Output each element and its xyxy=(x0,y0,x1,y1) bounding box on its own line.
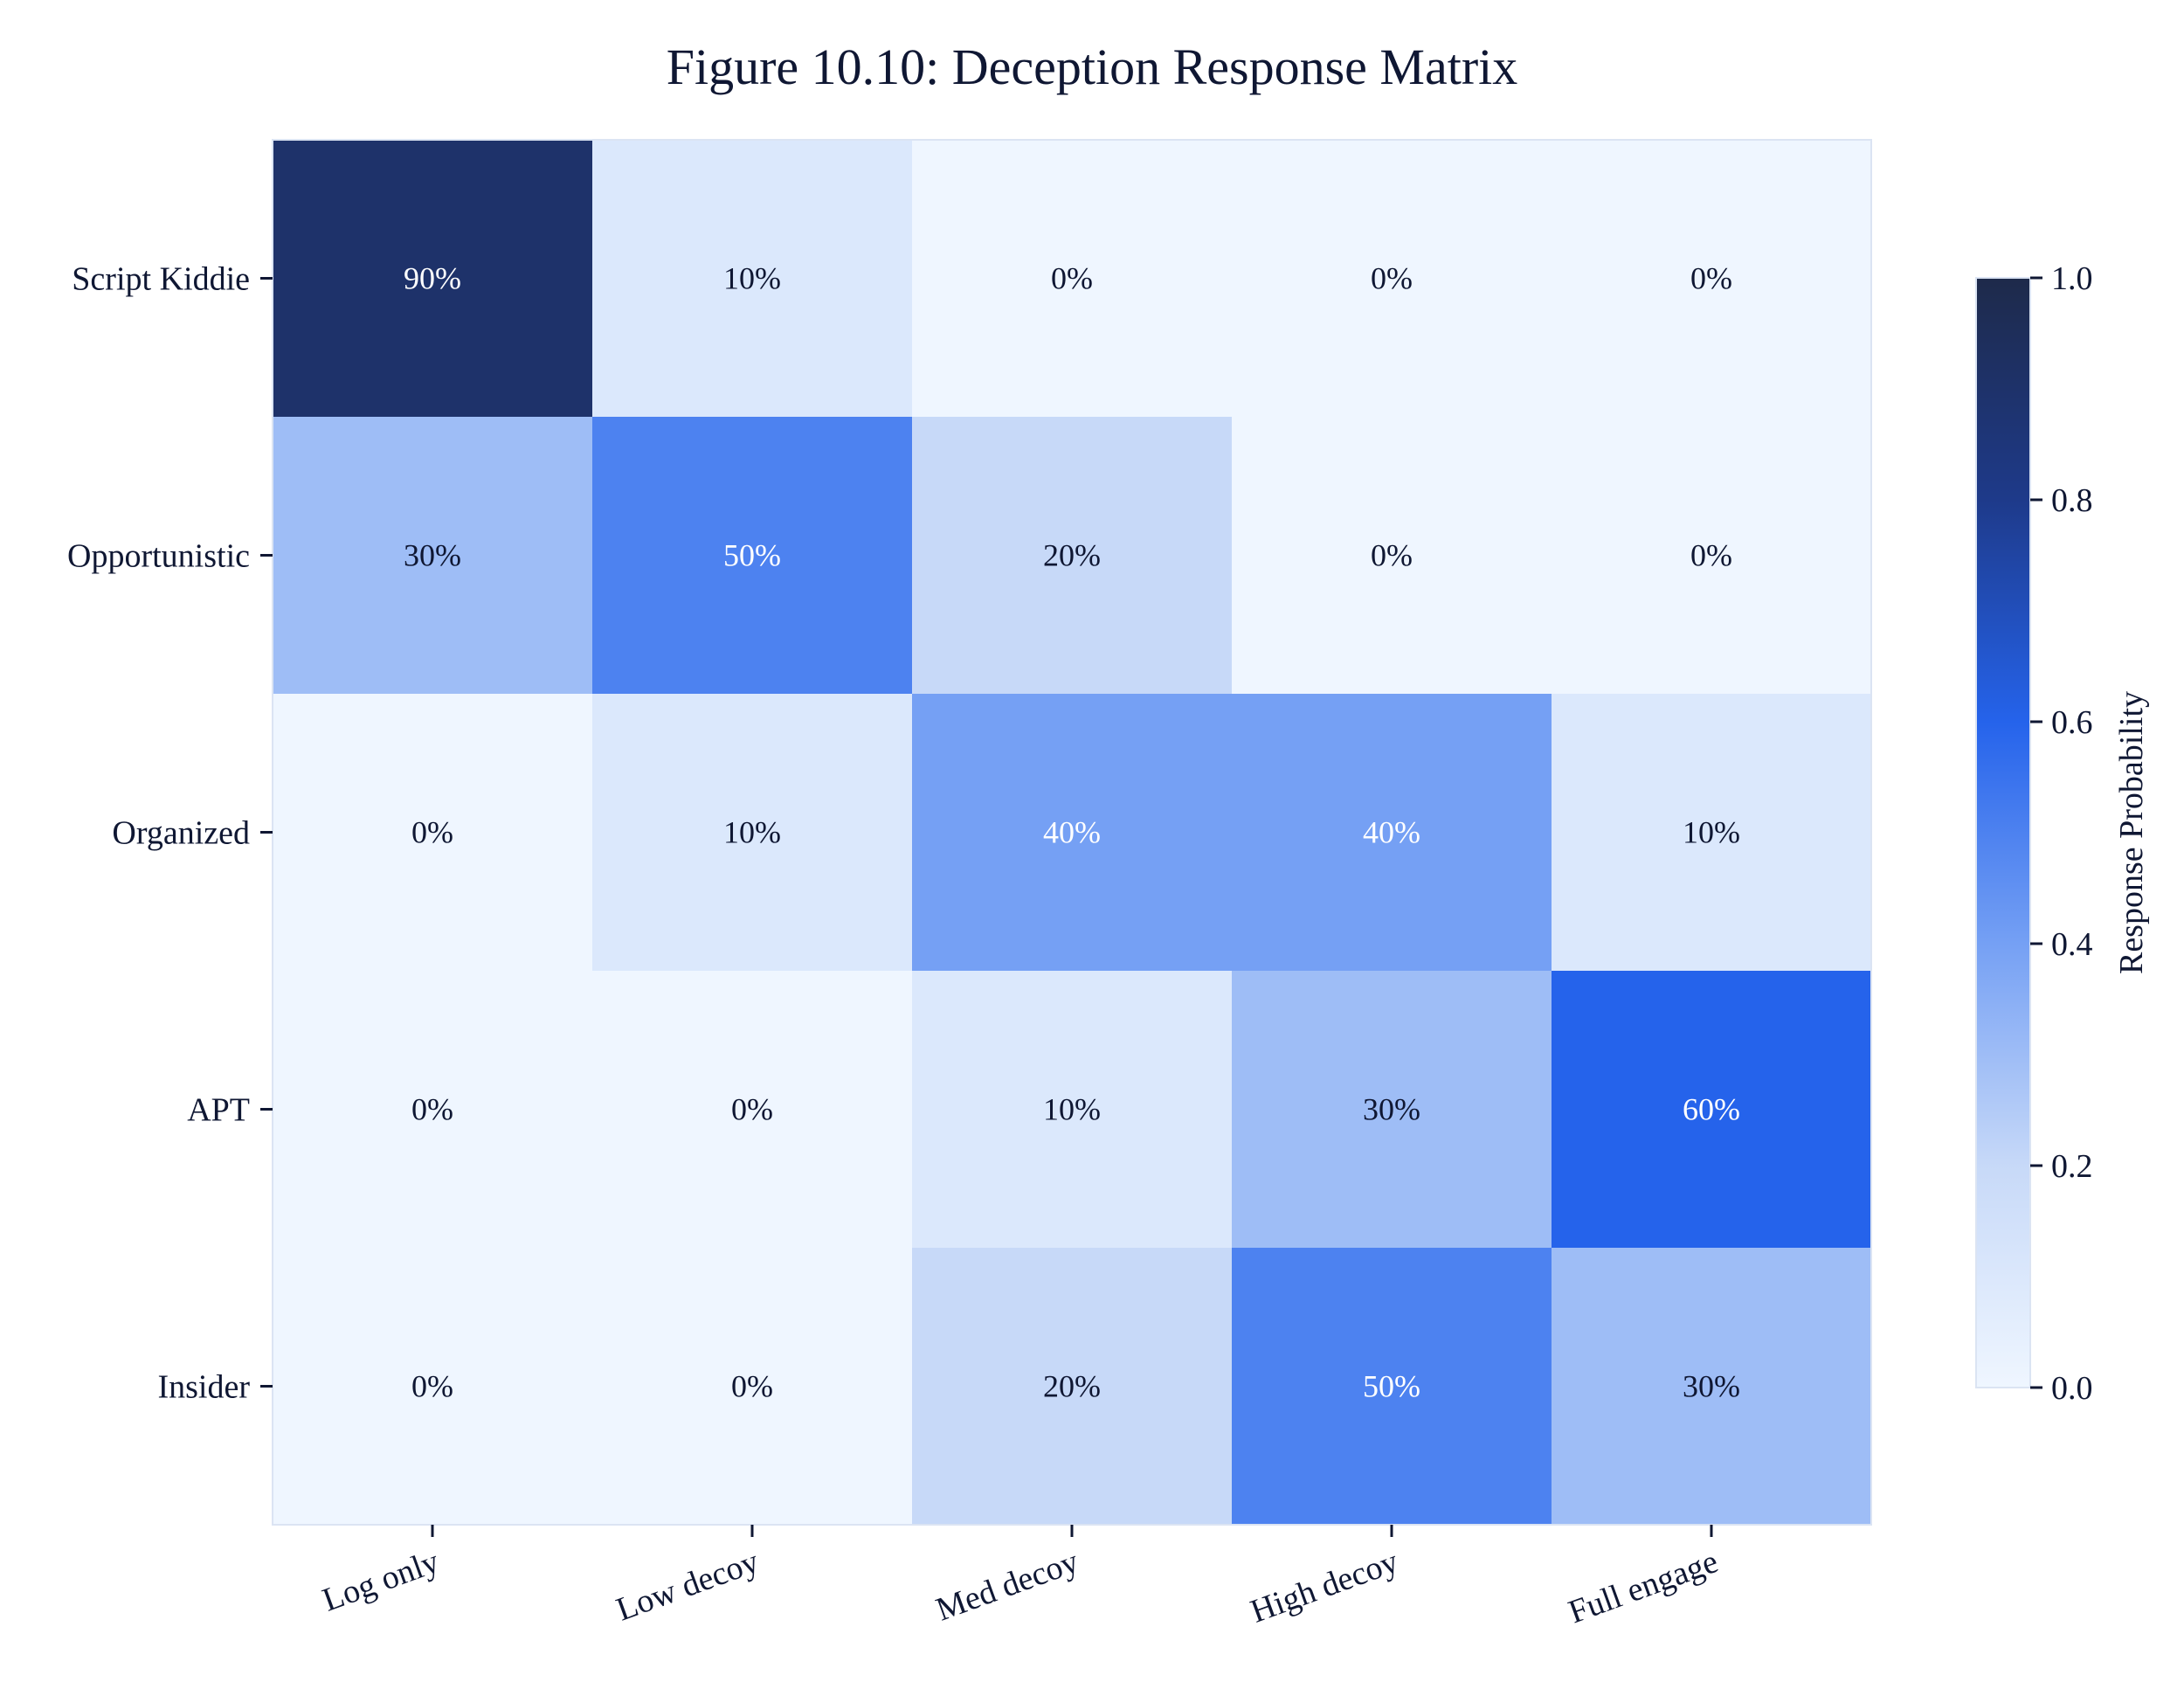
heatmap-cell xyxy=(912,417,1233,695)
heatmap-cell xyxy=(1232,417,1552,695)
heatmap-cell xyxy=(1232,971,1552,1249)
y-tick-label: Opportunistic xyxy=(67,538,250,575)
heatmap-cell xyxy=(592,140,913,418)
cell-value-label: 40% xyxy=(1363,815,1420,850)
heatmap-cell xyxy=(1552,971,1872,1249)
heatmap-cell-labels: 90% 10% 0% 0% 0% 30% 50% 20% 0% 0% 0% 10% 40% 40% 10% 0… xyxy=(404,261,1740,1404)
y-axis: Script Kiddie Opportunistic Organized APT In… xyxy=(67,261,273,1406)
y-tick-label: Organized xyxy=(112,815,250,852)
colorbar-tick-label: 1.0 xyxy=(2051,260,2093,297)
colorbar-tick-label: 0.6 xyxy=(2051,704,2093,741)
colorbar-tick-label: 0.0 xyxy=(2051,1370,2093,1407)
cell-value-label: 50% xyxy=(1363,1369,1420,1404)
heatmap-cell xyxy=(1552,140,1872,418)
colorbar-tick-label: 0.8 xyxy=(2051,482,2093,519)
cell-value-label: 0% xyxy=(731,1092,773,1127)
heatmap-cell xyxy=(912,694,1233,972)
heatmap-cell xyxy=(592,1248,913,1526)
heatmap-cell xyxy=(912,1248,1233,1526)
cell-value-label: 20% xyxy=(1043,538,1101,573)
cell-value-label: 0% xyxy=(1690,538,1732,573)
heatmap-cell xyxy=(912,140,1233,418)
cell-value-label: 20% xyxy=(1043,1369,1101,1404)
cell-value-label: 60% xyxy=(1683,1092,1740,1127)
cell-value-label: 0% xyxy=(1371,538,1413,573)
cell-value-label: 0% xyxy=(411,815,453,850)
x-tick-label: High decoy xyxy=(1246,1543,1403,1630)
heatmap-cell xyxy=(592,417,913,695)
heatmap-cell xyxy=(1232,1248,1552,1526)
x-tick-label: Low decoy xyxy=(612,1543,764,1629)
heatmap-cell xyxy=(273,417,593,695)
heatmap-cell xyxy=(1552,417,1872,695)
cell-value-label: 0% xyxy=(1371,261,1413,296)
cell-value-label: 40% xyxy=(1043,815,1101,850)
cell-value-label: 10% xyxy=(723,261,781,296)
heatmap-cell xyxy=(273,971,593,1249)
heatmap-cell xyxy=(1552,1248,1872,1526)
cell-value-label: 50% xyxy=(723,538,781,573)
cell-value-label: 0% xyxy=(1051,261,1093,296)
heatmap-cell xyxy=(273,1248,593,1526)
x-tick-label: Log only xyxy=(318,1543,444,1619)
cell-value-label: 30% xyxy=(1683,1369,1740,1404)
colorbar: 0.0 0.2 0.4 0.6 0.8 1.0 Response Probability xyxy=(1975,260,2150,1407)
colorbar-tick-label: 0.2 xyxy=(2051,1148,2093,1185)
y-tick-label: Insider xyxy=(157,1369,250,1406)
colorbar-tick-label: 0.4 xyxy=(2051,926,2093,963)
colorbar-label: Response Probability xyxy=(2113,691,2150,974)
x-tick-label: Full engage xyxy=(1564,1543,1723,1630)
cell-value-label: 30% xyxy=(404,538,461,573)
heatmap-cell xyxy=(592,694,913,972)
x-tick-label: Med decoy xyxy=(931,1543,1083,1629)
heatmap-cell xyxy=(1232,694,1552,972)
chart-title: Figure 10.10: Deception Response Matrix xyxy=(667,38,1518,95)
cell-value-label: 90% xyxy=(404,261,461,296)
heatmap-cell xyxy=(1232,140,1552,418)
y-tick-label: Script Kiddie xyxy=(72,261,250,298)
cell-value-label: 0% xyxy=(731,1369,773,1404)
x-axis: Log only Low decoy Med decoy High decoy Full… xyxy=(318,1525,1723,1630)
cell-value-label: 10% xyxy=(1043,1092,1101,1127)
colorbar-gradient xyxy=(1975,277,2031,1388)
heatmap-cell xyxy=(912,971,1233,1249)
heatmap-cell xyxy=(273,694,593,972)
heatmap-cell xyxy=(592,971,913,1249)
heatmap-cell xyxy=(1552,694,1872,972)
cell-value-label: 10% xyxy=(723,815,781,850)
cell-value-label: 30% xyxy=(1363,1092,1420,1127)
cell-value-label: 0% xyxy=(411,1369,453,1404)
y-tick-label: APT xyxy=(187,1092,250,1129)
heatmap-cell xyxy=(273,140,593,418)
cell-value-label: 0% xyxy=(411,1092,453,1127)
heatmap-cells xyxy=(273,140,1872,1526)
cell-value-label: 10% xyxy=(1683,815,1740,850)
cell-value-label: 0% xyxy=(1690,261,1732,296)
